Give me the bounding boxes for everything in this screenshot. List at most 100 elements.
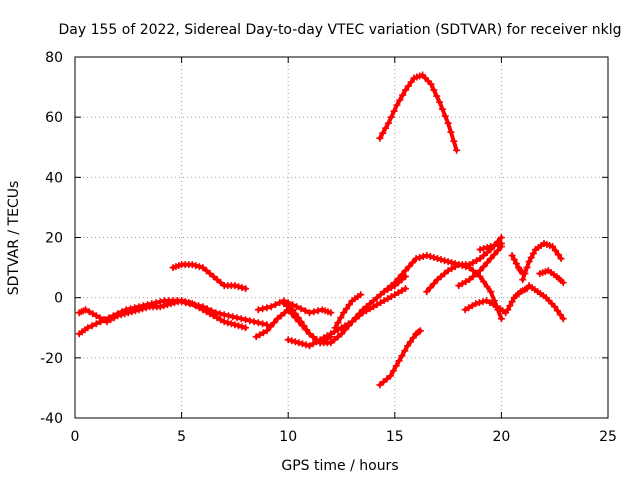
data-point bbox=[483, 283, 491, 291]
data-point bbox=[216, 310, 224, 318]
data-point bbox=[302, 341, 310, 349]
data-point bbox=[486, 299, 494, 307]
data-point bbox=[320, 334, 328, 342]
data-point bbox=[266, 323, 274, 331]
series-arc-18 bbox=[525, 282, 567, 323]
data-point bbox=[479, 298, 487, 306]
series-arc-10 bbox=[376, 327, 424, 389]
data-point bbox=[473, 257, 481, 265]
data-point bbox=[135, 306, 143, 314]
data-point bbox=[483, 244, 491, 252]
data-point bbox=[497, 234, 505, 241]
data-point bbox=[227, 320, 235, 328]
data-point bbox=[246, 317, 254, 325]
series-line bbox=[377, 328, 423, 387]
data-point bbox=[462, 278, 470, 286]
data-point bbox=[231, 282, 239, 290]
data-point bbox=[437, 273, 445, 281]
data-point bbox=[103, 318, 111, 326]
data-point bbox=[469, 273, 477, 281]
data-point bbox=[497, 315, 505, 323]
series-line bbox=[520, 241, 564, 282]
data-point bbox=[281, 309, 289, 317]
data-point bbox=[288, 306, 296, 314]
data-point bbox=[450, 137, 458, 145]
data-point bbox=[384, 285, 392, 293]
data-point bbox=[506, 302, 514, 310]
data-point bbox=[330, 336, 338, 344]
data-point bbox=[96, 314, 104, 322]
data-point bbox=[476, 273, 484, 281]
data-point bbox=[306, 330, 314, 338]
axis-ticks: 0 5 10 15 20 25 -40 -20 0 20 40 60 80 bbox=[40, 50, 617, 445]
data-point bbox=[423, 288, 431, 296]
data-point bbox=[124, 309, 132, 317]
data-point bbox=[309, 340, 317, 348]
data-point bbox=[252, 333, 260, 341]
data-point bbox=[387, 372, 395, 380]
series-arc-8 bbox=[331, 291, 365, 332]
data-point bbox=[225, 312, 233, 320]
data-point bbox=[210, 273, 218, 281]
data-point bbox=[441, 270, 449, 278]
data-point bbox=[373, 301, 381, 309]
data-point bbox=[444, 267, 452, 275]
data-point bbox=[437, 256, 445, 264]
data-point bbox=[89, 310, 97, 318]
data-point bbox=[394, 289, 402, 297]
y-axis-title: SDTVAR / TECUs bbox=[6, 181, 22, 296]
data-point bbox=[382, 124, 390, 132]
data-point bbox=[263, 304, 271, 312]
series-layer bbox=[75, 71, 567, 389]
data-point bbox=[185, 299, 193, 307]
data-point bbox=[195, 263, 203, 271]
data-point bbox=[288, 337, 296, 345]
data-point bbox=[398, 287, 406, 295]
series-arc-16 bbox=[504, 285, 531, 314]
data-point bbox=[512, 260, 520, 268]
data-point bbox=[206, 270, 214, 278]
data-point bbox=[217, 279, 225, 287]
data-point bbox=[556, 311, 564, 319]
data-point bbox=[462, 263, 470, 271]
data-point bbox=[238, 323, 246, 331]
data-point bbox=[390, 107, 398, 115]
data-point bbox=[256, 331, 264, 339]
data-point bbox=[82, 306, 90, 314]
data-point bbox=[379, 378, 387, 386]
data-point bbox=[340, 309, 348, 317]
data-point bbox=[284, 336, 292, 344]
data-point bbox=[199, 306, 207, 314]
data-point bbox=[401, 347, 409, 355]
data-point bbox=[128, 308, 136, 316]
data-point bbox=[357, 291, 365, 299]
data-point bbox=[206, 310, 214, 318]
data-point bbox=[396, 96, 404, 104]
series-arc-9 bbox=[376, 71, 461, 154]
data-point bbox=[217, 316, 225, 324]
data-point bbox=[271, 301, 279, 309]
data-point bbox=[327, 339, 335, 347]
series-arc-3 bbox=[169, 261, 250, 293]
data-point bbox=[430, 254, 438, 262]
data-point bbox=[267, 303, 275, 311]
data-point bbox=[202, 308, 210, 316]
data-point bbox=[508, 298, 516, 306]
data-point bbox=[430, 86, 438, 94]
data-point bbox=[433, 92, 441, 100]
y-tick-label: 40 bbox=[45, 170, 63, 186]
data-point bbox=[303, 326, 311, 334]
data-point bbox=[465, 304, 473, 312]
data-point bbox=[174, 298, 182, 306]
data-point bbox=[139, 305, 147, 313]
data-point bbox=[427, 80, 435, 88]
data-point bbox=[170, 299, 178, 307]
data-point bbox=[490, 251, 498, 259]
data-point bbox=[430, 280, 438, 288]
data-point bbox=[259, 305, 267, 313]
data-point bbox=[376, 381, 384, 389]
data-point bbox=[369, 297, 377, 305]
data-point bbox=[554, 307, 562, 315]
data-point bbox=[494, 247, 502, 255]
data-point bbox=[188, 261, 196, 269]
